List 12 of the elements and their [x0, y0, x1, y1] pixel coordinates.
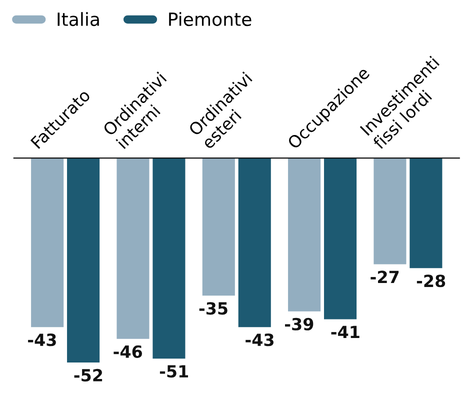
- data-label: -39: [285, 318, 314, 330]
- data-label: -27: [370, 270, 399, 284]
- data-label: -35: [199, 302, 228, 315]
- legend-label: Piemonte: [169, 12, 252, 26]
- data-label: -43: [28, 334, 56, 346]
- data-label: -41: [331, 326, 360, 338]
- data-label: -43: [246, 334, 274, 346]
- data-label: -46: [114, 345, 142, 358]
- data-label: -28: [416, 274, 446, 288]
- data-label: -52: [74, 368, 102, 382]
- legend-label: Italia: [58, 12, 99, 26]
- data-label: -51: [160, 365, 188, 378]
